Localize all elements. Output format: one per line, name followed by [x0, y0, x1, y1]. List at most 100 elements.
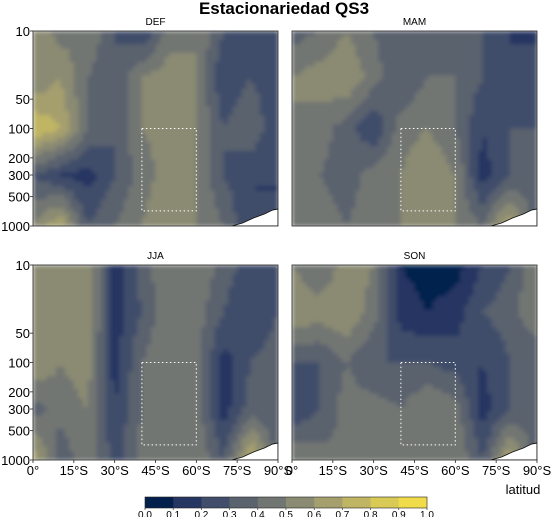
heatmap-cell: [482, 128, 488, 134]
heatmap-cell: [146, 44, 152, 50]
heatmap-cell: [64, 97, 70, 103]
heatmap-cell: [314, 44, 320, 50]
heatmap-cell: [110, 155, 116, 161]
heatmap-cell: [209, 62, 216, 68]
heatmap-cell: [432, 119, 438, 125]
heatmap-cell: [482, 203, 488, 209]
heatmap-cell: [446, 186, 452, 192]
heatmap-cell: [42, 172, 48, 178]
heatmap-cell: [82, 221, 89, 226]
heatmap-cell: [241, 194, 247, 201]
heatmap-cell: [296, 44, 302, 50]
heatmap-cell: [360, 106, 366, 112]
heatmap-cell: [123, 278, 129, 284]
heatmap-cell: [228, 199, 234, 205]
heatmap-cell: [173, 124, 179, 130]
heatmap-cell: [259, 141, 265, 147]
heatmap-cell: [310, 190, 316, 196]
heatmap-cell: [369, 88, 375, 94]
heatmap-cell: [155, 75, 161, 81]
heatmap-cell: [33, 194, 39, 201]
heatmap-cell: [323, 44, 329, 50]
heatmap-cell: [468, 75, 475, 81]
heatmap-cell: [214, 97, 220, 103]
heatmap-cell: [42, 66, 48, 72]
heatmap-cell: [155, 48, 161, 54]
heatmap-cell: [428, 97, 434, 103]
heatmap-cell: [518, 146, 524, 152]
heatmap-cell: [387, 208, 393, 214]
heatmap-cell: [146, 278, 152, 284]
heatmap-cell: [73, 88, 79, 94]
heatmap-cell: [455, 212, 461, 218]
heatmap-cell: [264, 88, 270, 94]
heatmap-cell: [296, 79, 302, 85]
heatmap-cell: [405, 217, 411, 223]
heatmap-cell: [350, 124, 357, 130]
heatmap-cell: [60, 221, 66, 226]
heatmap-cell: [223, 124, 229, 130]
heatmap-cell: [505, 31, 511, 37]
heatmap-cell: [310, 53, 316, 59]
heatmap-cell: [419, 212, 425, 218]
heatmap-cell: [387, 39, 393, 45]
heatmap-cell: [482, 132, 488, 138]
heatmap-cell: [232, 208, 238, 214]
heatmap-cell: [337, 132, 343, 138]
heatmap-cell: [419, 84, 425, 90]
heatmap-cell: [232, 124, 238, 130]
heatmap-cell: [527, 155, 534, 161]
heatmap-cell: [232, 265, 238, 271]
heatmap-cell: [160, 35, 166, 41]
heatmap-cell: [46, 110, 52, 116]
heatmap-cell: [114, 269, 120, 275]
heatmap-cell: [150, 79, 157, 85]
heatmap-cell: [405, 128, 411, 134]
heatmap-cell: [459, 163, 466, 169]
heatmap-cell: [123, 217, 129, 223]
heatmap-cell: [82, 79, 89, 85]
heatmap-cell: [527, 53, 534, 59]
heatmap-cell: [459, 159, 466, 165]
heatmap-cell: [496, 190, 502, 196]
heatmap-cell: [228, 88, 234, 94]
heatmap-cell: [214, 269, 220, 275]
heatmap-cell: [268, 53, 275, 59]
heatmap-cell: [369, 155, 375, 161]
heatmap-cell: [160, 217, 166, 223]
heatmap-cell: [455, 79, 461, 85]
heatmap-cell: [46, 181, 52, 187]
heatmap-cell: [532, 128, 537, 134]
heatmap-cell: [432, 75, 438, 81]
heatmap-cell: [419, 217, 425, 223]
heatmap-cell: [119, 119, 125, 125]
heatmap-cell: [219, 221, 225, 226]
heatmap-cell: [209, 141, 216, 147]
heatmap-cell: [332, 115, 338, 121]
heatmap-cell: [60, 146, 66, 152]
heatmap-cell: [114, 181, 120, 187]
heatmap-cell: [523, 48, 529, 54]
heatmap-cell: [446, 177, 452, 183]
heatmap-cell: [182, 106, 188, 112]
heatmap-cell: [237, 75, 243, 81]
heatmap-cell: [478, 186, 484, 192]
heatmap-cell: [51, 101, 57, 107]
heatmap-cell: [255, 177, 261, 183]
heatmap-cell: [223, 48, 229, 54]
heatmap-cell: [132, 132, 138, 138]
heatmap-cell: [128, 66, 134, 72]
heatmap-cell: [60, 101, 66, 107]
heatmap-cell: [173, 48, 179, 54]
heatmap-cell: [209, 93, 216, 99]
heatmap-cell: [328, 199, 334, 205]
heatmap-cell: [296, 119, 302, 125]
heatmap-cell: [378, 88, 384, 94]
heatmap-cell: [91, 124, 98, 130]
heatmap-cell: [205, 115, 211, 121]
heatmap-cell: [527, 168, 534, 174]
heatmap-cell: [87, 212, 93, 218]
heatmap-cell: [173, 177, 179, 183]
heatmap-cell: [78, 217, 84, 223]
heatmap-cell: [187, 199, 193, 205]
